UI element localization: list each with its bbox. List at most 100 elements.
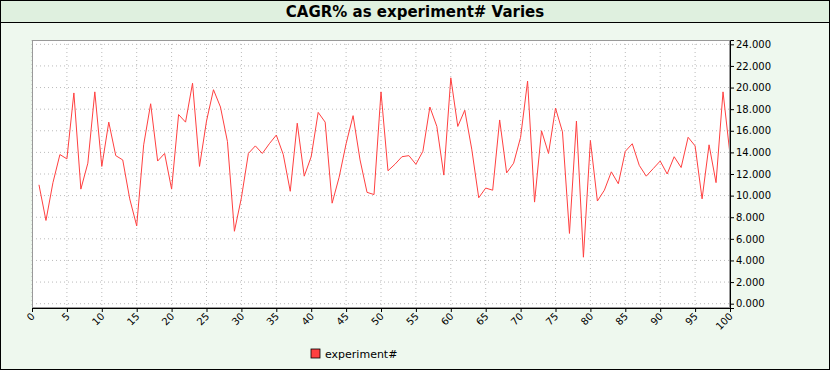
x-tick-mark [486,308,487,312]
x-tick-label: 25 [195,311,212,328]
y-tick: 2.000 [730,277,765,288]
x-tick: 25 [195,308,212,327]
grid [32,40,730,308]
y-tick-label: 10.000 [736,190,771,201]
y-tick: 14.000 [730,147,771,158]
y-tick-mark [730,131,734,132]
title: CAGR% as experiment# Varies [286,3,544,21]
y-tick-mark [730,260,734,261]
y-tick-mark [730,152,734,153]
x-tick: 30 [230,308,247,327]
grid-line-y [32,130,730,131]
x-axis-line [33,309,731,313]
y-tick-label: 6.000 [736,234,765,245]
grid-line-y [32,87,730,88]
x-tick: 75 [544,308,561,327]
y-tick-mark [730,282,734,283]
x-tick-label: 35 [264,311,281,328]
y-tick-label: 12.000 [736,169,771,180]
legend-label: experiment# [325,348,397,361]
background [1,1,830,370]
grid-line-x [311,40,312,308]
y-tick-label: 16.000 [736,125,771,136]
x-tick-mark [276,308,277,312]
grid-line-x [555,40,556,308]
title-bar [1,1,830,23]
x-tick-label: 20 [160,311,177,328]
x-tick-label: 70 [509,311,526,328]
grid-line-x [346,40,347,308]
grid-line-y [32,109,730,110]
x-tick: 0 [25,308,37,323]
x-axis: 0510152025303540455055606570758085909510… [25,308,735,332]
x-tick: 65 [474,308,491,327]
y-tick: 6.000 [730,234,765,245]
x-tick-label: 60 [439,311,456,328]
x-tick: 5 [60,308,72,323]
grid-line-y [32,282,730,283]
grid-line-x [171,40,172,308]
y-tick: 20.000 [730,82,771,93]
legend: experiment# [311,348,397,361]
y-tick-label: 4.000 [736,255,765,266]
y-tick: 22.000 [730,61,771,72]
x-tick: 40 [299,308,316,327]
y-tick-label: 14.000 [736,147,771,158]
y-tick-label: 0.000 [736,298,765,309]
x-tick-label: 75 [544,311,561,328]
y-tick-label: 18.000 [736,104,771,115]
x-tick-label: 15 [125,311,142,328]
y-tick: 8.000 [730,212,765,223]
grid-line-y [32,217,730,218]
y-tick: 4.000 [730,255,765,266]
x-tick: 20 [160,308,177,327]
line [39,78,730,257]
x-tick-label: 85 [613,311,630,328]
y-tick-label: 22.000 [736,61,771,72]
x-tick: 10 [90,308,107,327]
y-tick: 0.000 [730,298,765,309]
y-tick: 16.000 [730,125,771,136]
x-tick: 90 [648,308,665,327]
x-tick-mark [346,308,347,312]
x-tick-mark [416,308,417,312]
x-tick: 15 [125,308,142,327]
x-tick-label: 65 [474,311,491,328]
x-tick: 35 [264,308,281,327]
x-tick-label: 80 [579,311,596,328]
x-tick: 100 [714,308,735,332]
x-tick: 55 [404,308,421,327]
x-tick-mark [241,308,242,312]
x-tick-mark [556,308,557,312]
grid-line-y [32,44,730,45]
y-tick-mark [730,66,734,67]
grid-line-x [101,40,102,308]
y-tick-label: 24.000 [736,39,771,50]
x-tick: 80 [579,308,596,327]
x-tick-label: 45 [334,311,351,328]
plot-frame [33,41,730,308]
y-tick-label: 8.000 [736,212,765,223]
x-tick-mark [590,308,591,312]
y-tick-mark [730,44,734,45]
grid-line-y [32,65,730,66]
y-tick-mark [730,217,734,218]
x-tick-label: 30 [230,311,247,328]
y-tick: 24.000 [730,39,771,50]
grid-line-y [32,195,730,196]
x-tick-mark [660,308,661,312]
grid-line-x [241,40,242,308]
x-tick-label: 95 [683,311,700,328]
grid-line-y [32,303,730,304]
x-tick: 60 [439,308,456,327]
plot-area [32,40,730,308]
y-tick-mark [730,239,734,240]
y-axis: 0.000 2.000 4.000 6.000 8.000 10.000 12.000 14.… [730,39,771,309]
y-tick-mark [730,88,734,89]
grid-line-x [206,40,207,308]
x-tick-label: 55 [404,311,421,328]
y-tick: 18.000 [730,104,771,115]
x-tick-mark [32,308,33,312]
x-tick-mark [311,308,312,312]
x-tick-label: 40 [299,311,316,328]
